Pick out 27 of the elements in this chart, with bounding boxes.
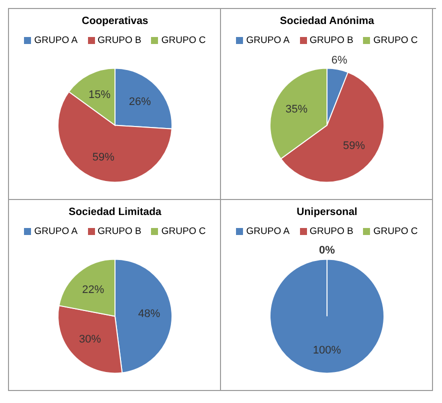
legend-label: GRUPO A	[33, 35, 78, 46]
legend-label: GRUPO B	[96, 226, 142, 237]
legend-label: GRUPO C	[160, 35, 206, 46]
chart-title: Unipersonal	[296, 206, 358, 218]
legend-label: GRUPO B	[96, 35, 142, 46]
chart-title: Sociedad Limitada	[68, 206, 162, 218]
legend-label: GRUPO A	[245, 35, 290, 46]
data-label: 35%	[286, 104, 308, 116]
data-label: 15%	[88, 88, 111, 101]
legend-label: GRUPO B	[308, 226, 354, 237]
chart-title: Sociedad Anónima	[278, 15, 376, 27]
legend-label: GRUPO C	[372, 226, 418, 237]
legend-label: GRUPO B	[308, 35, 354, 46]
legend-label: GRUPO C	[160, 226, 206, 237]
legend-label: GRUPO A	[245, 226, 290, 237]
data-label: 59%	[92, 151, 115, 164]
text: 0%	[319, 244, 335, 256]
data-label: 100%	[312, 344, 342, 356]
data-label: 26%	[128, 96, 152, 108]
data-label: 30%	[79, 334, 102, 346]
data-label: 59%	[343, 140, 366, 152]
chart-title: Cooperativas	[80, 15, 150, 27]
data-label: 6%	[331, 54, 348, 66]
data-label: 48%	[138, 308, 160, 320]
data-label: 22%	[82, 284, 104, 296]
legend-label: GRUPO A	[33, 226, 78, 237]
legend-label: GRUPO C	[372, 35, 418, 46]
